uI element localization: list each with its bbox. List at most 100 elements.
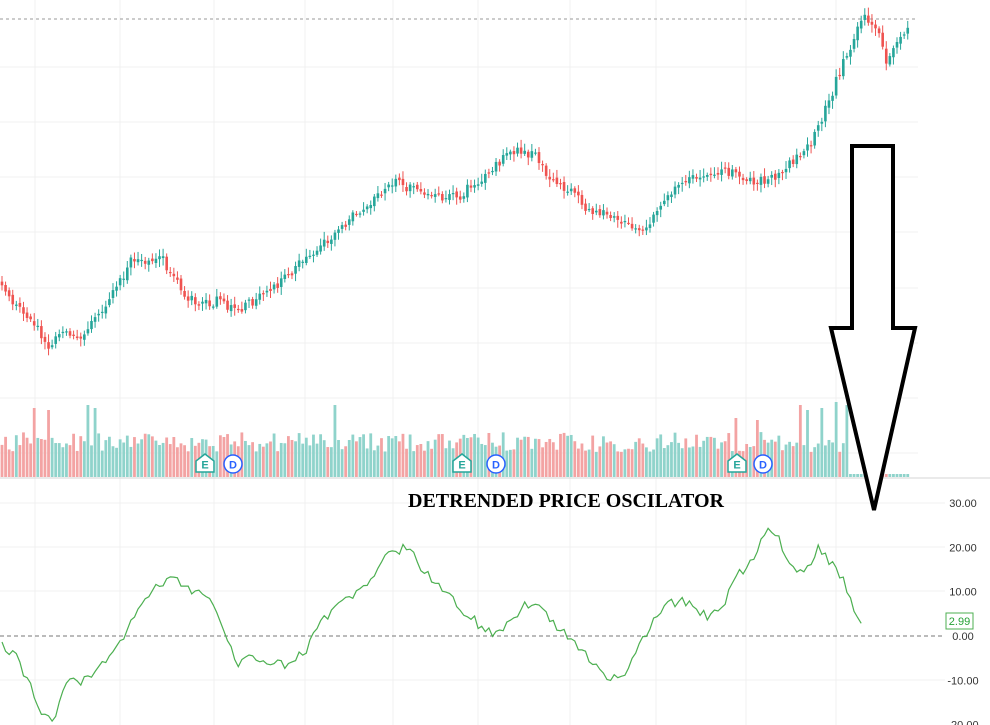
- candle: [509, 149, 512, 161]
- candle: [763, 168, 766, 189]
- candle: [612, 212, 616, 223]
- marker-label: D: [759, 460, 767, 472]
- candle: [151, 253, 154, 265]
- volume-bar: [548, 438, 552, 477]
- volume-bar: [125, 435, 129, 477]
- volume-bar: [122, 442, 126, 477]
- candle: [727, 162, 731, 180]
- volume-bar: [559, 433, 562, 477]
- candle: [7, 287, 11, 302]
- volume-bar: [143, 433, 147, 477]
- volume-bar: [709, 436, 713, 477]
- candle: [79, 332, 83, 347]
- candle: [405, 182, 408, 196]
- volume-bar: [534, 438, 537, 477]
- volume-bar: [573, 441, 577, 477]
- candle: [319, 238, 322, 255]
- volume-bar: [798, 405, 802, 477]
- candle: [824, 100, 827, 128]
- volume-bar: [645, 447, 648, 477]
- dividend-marker[interactable]: D: [223, 454, 243, 474]
- volume-bar: [816, 443, 820, 477]
- candle: [72, 330, 75, 340]
- candle: [423, 188, 426, 199]
- volume-bar: [322, 440, 326, 477]
- volume-bar: [691, 446, 695, 477]
- candle: [126, 261, 129, 284]
- candle: [698, 169, 702, 187]
- candle: [86, 321, 90, 336]
- volume-bar: [25, 437, 29, 477]
- volume-bar: [369, 433, 373, 477]
- candle: [598, 204, 602, 218]
- candle: [695, 173, 698, 183]
- dividend-marker[interactable]: D: [486, 454, 506, 474]
- volume-bar: [655, 438, 659, 477]
- y-tick-label: 0.00: [952, 631, 973, 643]
- candle: [305, 248, 308, 266]
- volume-bar: [387, 436, 391, 477]
- volume-bar: [630, 449, 634, 477]
- volume-bar: [587, 449, 591, 477]
- volume-bar: [580, 443, 584, 477]
- candle: [347, 215, 351, 231]
- candle: [68, 328, 72, 339]
- volume-bar: [72, 433, 75, 477]
- y-tick-label: 30.00: [949, 498, 977, 510]
- volume-bar: [702, 440, 706, 477]
- earnings-marker[interactable]: E: [452, 453, 472, 473]
- candle: [412, 182, 415, 195]
- volume-bar: [18, 445, 22, 477]
- candle: [788, 157, 791, 173]
- volume-bar: [541, 447, 544, 477]
- candle: [713, 167, 716, 179]
- candle: [559, 178, 562, 190]
- volume-bar: [619, 451, 623, 477]
- volume-bar: [319, 434, 323, 477]
- candle: [555, 169, 559, 187]
- volume-bar: [283, 443, 287, 477]
- candle: [899, 31, 902, 50]
- candlestick-series: [0, 7, 910, 356]
- candle: [684, 174, 688, 186]
- candle: [179, 275, 183, 295]
- volume-bar: [136, 443, 140, 477]
- earnings-marker[interactable]: E: [727, 453, 747, 473]
- candle: [637, 224, 641, 237]
- candle: [373, 193, 376, 212]
- candle: [892, 45, 895, 65]
- candle: [408, 182, 412, 198]
- candle: [655, 207, 659, 222]
- volume-bar: [884, 474, 888, 477]
- volume-bar: [161, 442, 165, 477]
- volume-bar: [304, 437, 308, 477]
- candle: [462, 192, 466, 203]
- volume-bar: [36, 437, 40, 477]
- volume-bar: [426, 441, 430, 477]
- candle: [50, 339, 54, 350]
- volume-bar: [215, 451, 219, 477]
- candle: [75, 329, 79, 341]
- candle: [369, 200, 373, 215]
- volume-bar: [845, 405, 849, 477]
- candle: [501, 149, 505, 167]
- volume-bar: [54, 443, 58, 477]
- candle: [577, 185, 580, 204]
- candle: [552, 172, 555, 183]
- volume-bar: [487, 432, 491, 477]
- volume-bar: [29, 443, 33, 477]
- candle: [723, 162, 727, 174]
- candle: [165, 253, 168, 275]
- candle: [215, 288, 219, 309]
- volume-bar: [430, 448, 433, 477]
- candle: [279, 271, 283, 295]
- candle: [15, 300, 18, 311]
- volume-bar: [895, 474, 899, 477]
- earnings-marker[interactable]: E: [195, 453, 215, 473]
- candle: [716, 167, 720, 180]
- candle: [859, 15, 863, 34]
- dividend-marker[interactable]: D: [753, 454, 773, 474]
- volume-bar: [111, 446, 115, 477]
- candle: [845, 52, 849, 60]
